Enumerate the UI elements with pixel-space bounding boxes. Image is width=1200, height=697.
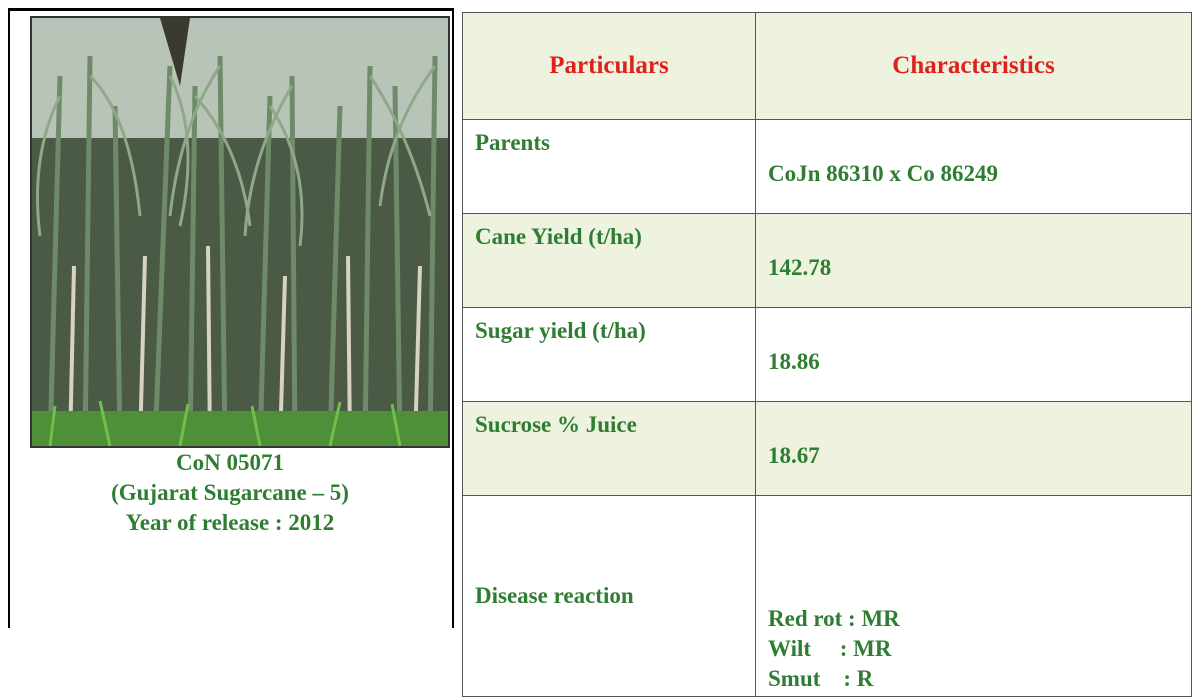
characteristic: 18.67 xyxy=(756,402,1192,496)
header-cell: Characteristics xyxy=(756,13,1192,120)
table-row: Parents CoJn 86310 x Co 86249 xyxy=(463,120,1192,214)
table-row: Cane Yield (t/ha) 142.78 xyxy=(463,214,1192,308)
release-year: Year of release : 2012 xyxy=(10,508,450,538)
characteristic: 142.78 xyxy=(756,214,1192,308)
particular: Disease reaction xyxy=(463,496,756,697)
header-row: Particulars Characteristics xyxy=(463,13,1192,120)
disease-line: Smut : R xyxy=(768,664,1179,694)
table-row: Sugar yield (t/ha) 18.86 xyxy=(463,308,1192,402)
characteristics-table: Particulars Characteristics Parents CoJn… xyxy=(462,12,1192,697)
particular: Sucrose % Juice xyxy=(463,402,756,496)
characteristic: CoJn 86310 x Co 86249 xyxy=(756,120,1192,214)
table-row: Disease reaction Red rot : MR Wilt : MR … xyxy=(463,496,1192,697)
characteristic: 18.86 xyxy=(756,308,1192,402)
variety-alias: (Gujarat Sugarcane – 5) xyxy=(10,478,450,508)
disease-line: Wilt : MR xyxy=(768,634,1179,664)
characteristic: Red rot : MR Wilt : MR Smut : R xyxy=(756,496,1192,697)
variety-caption: CoN 05071 (Gujarat Sugarcane – 5) Year o… xyxy=(10,448,450,538)
variety-name: CoN 05071 xyxy=(10,448,450,478)
sugarcane-photo xyxy=(30,16,450,448)
disease-line: Red rot : MR xyxy=(768,604,1179,634)
particular: Sugar yield (t/ha) xyxy=(463,308,756,402)
table-row: Sucrose % Juice 18.67 xyxy=(463,402,1192,496)
page: CoN 05071 (Gujarat Sugarcane – 5) Year o… xyxy=(0,0,1200,628)
variety-panel: CoN 05071 (Gujarat Sugarcane – 5) Year o… xyxy=(8,8,454,628)
particular: Parents xyxy=(463,120,756,214)
particular: Cane Yield (t/ha) xyxy=(463,214,756,308)
header-cell: Particulars xyxy=(463,13,756,120)
